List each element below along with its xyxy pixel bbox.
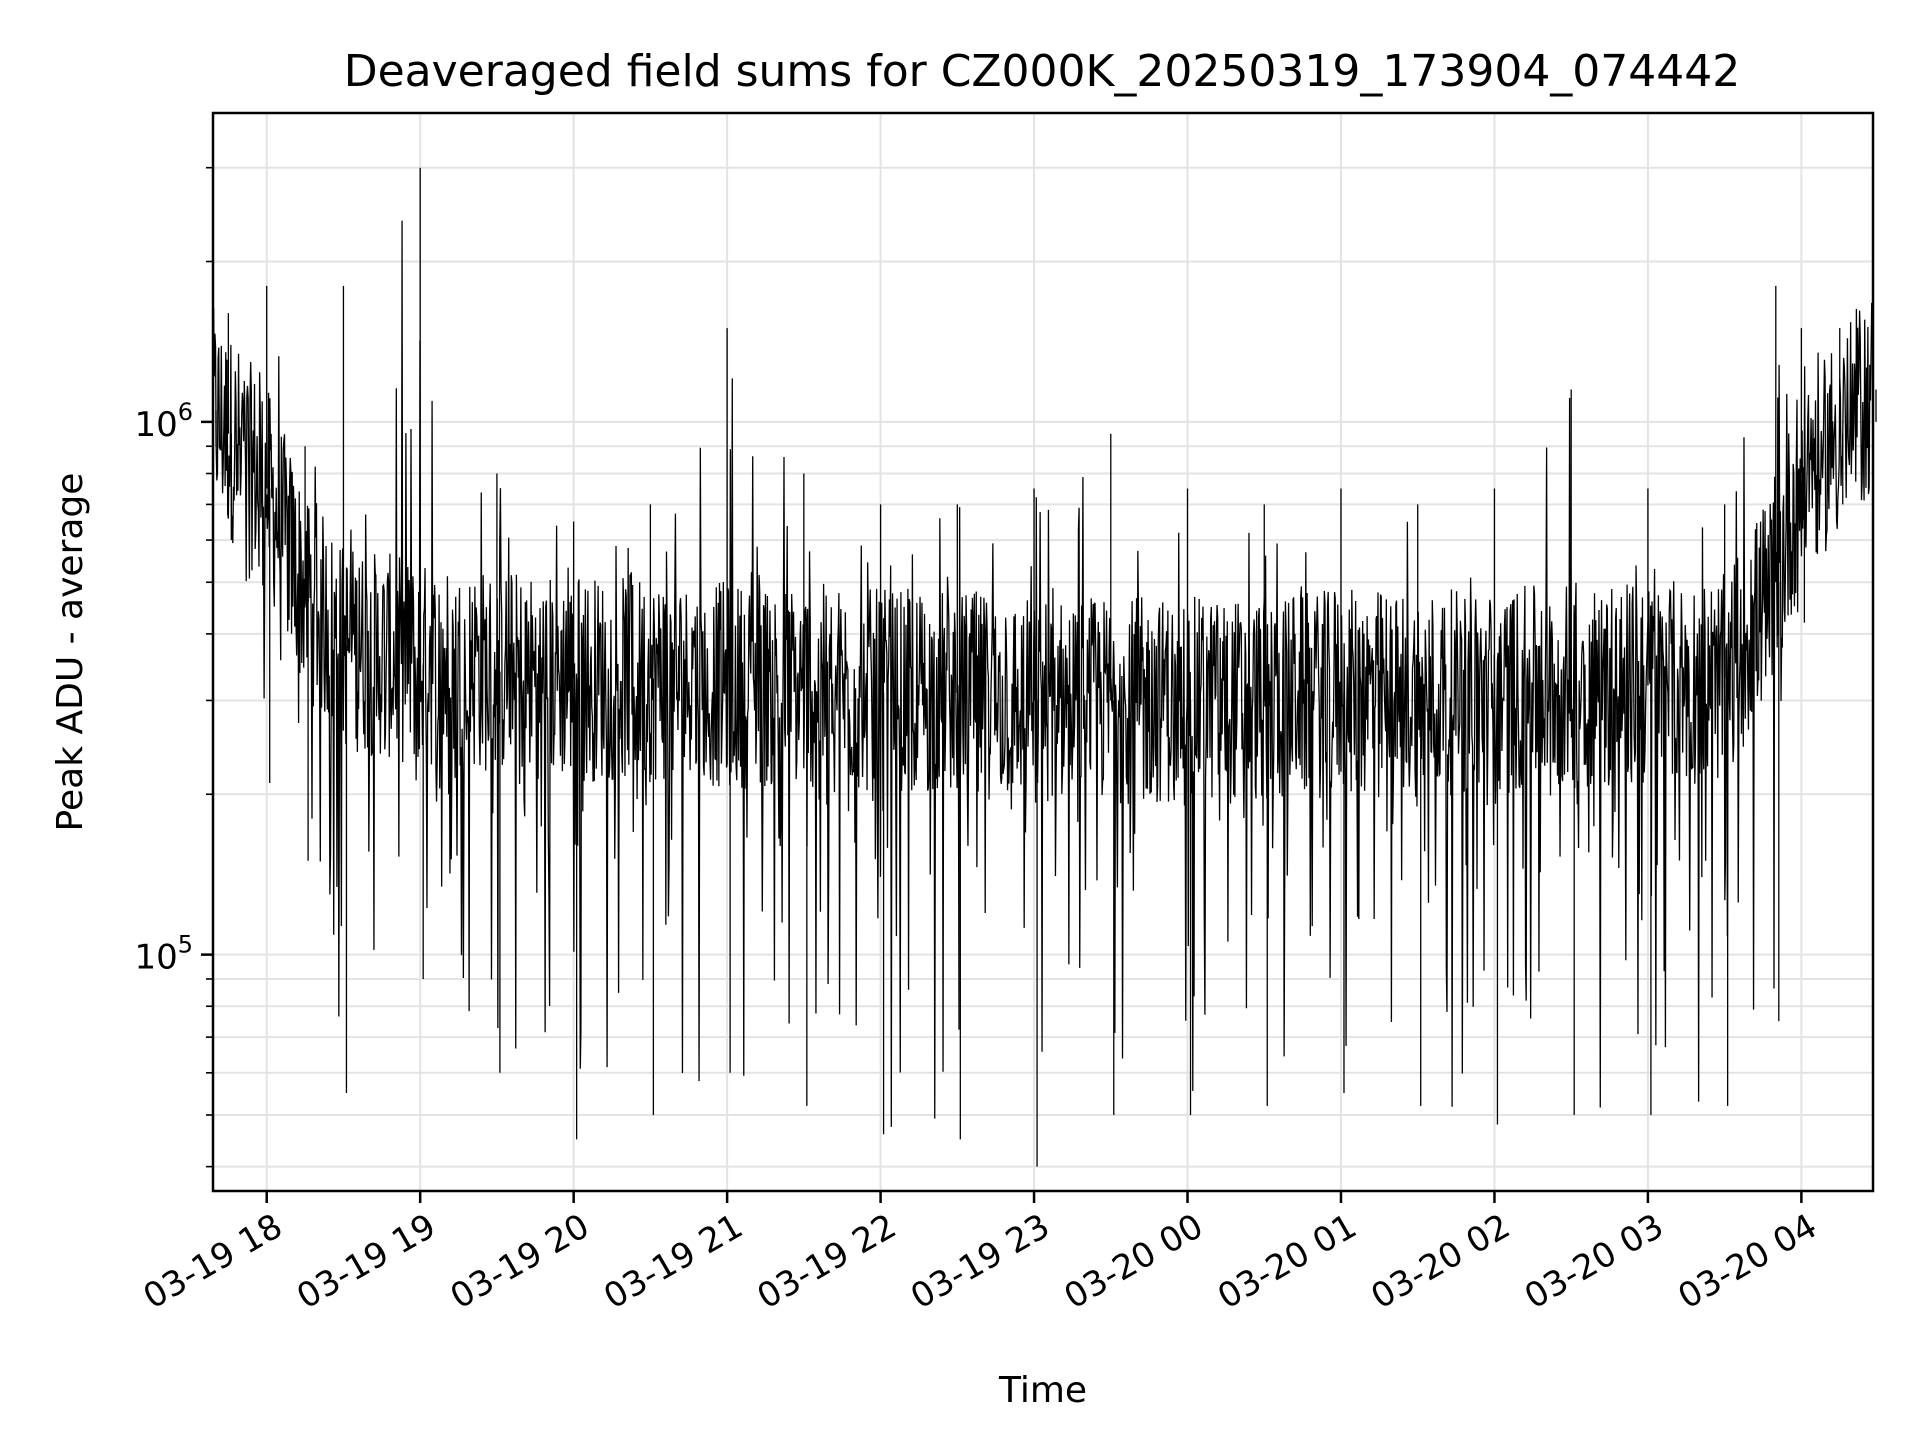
series-group (212, 167, 1877, 1167)
x-axis-label: Time (998, 1370, 1087, 1411)
series-line (212, 220, 1874, 1127)
y-axis-label: Peak ADU - average (50, 473, 91, 832)
y-tick-label: 105 (134, 931, 193, 978)
plot-frame (211, 111, 1875, 1193)
y-tick-label: 106 (134, 398, 193, 445)
y-axis: 105 106 (134, 166, 213, 1168)
chart-title: Deaveraged field sums for CZ000K_2025031… (344, 46, 1741, 97)
